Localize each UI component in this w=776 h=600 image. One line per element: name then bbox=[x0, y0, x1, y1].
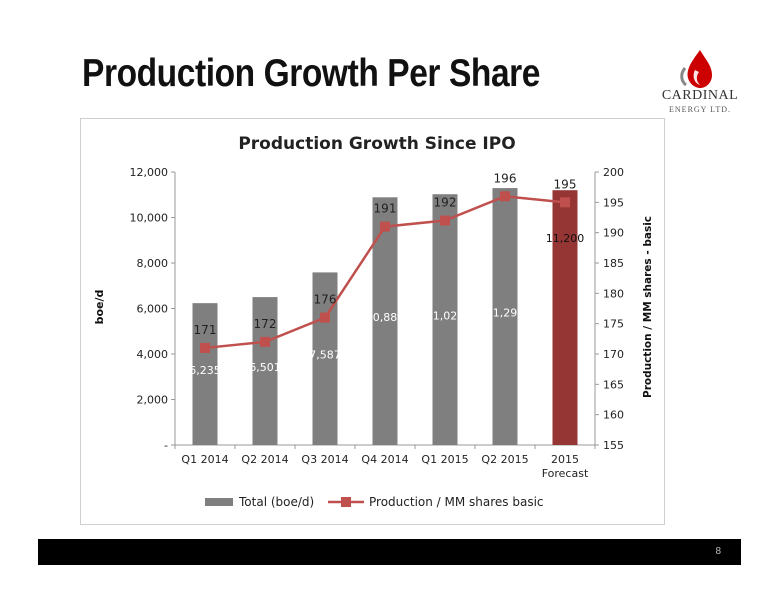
line-data-label: 171 bbox=[194, 323, 217, 337]
line-data-label: 196 bbox=[494, 171, 517, 185]
y2-axis-ticks: 155 160 165 170 175 180 185 190 195 200 bbox=[595, 166, 624, 452]
line-marker bbox=[380, 221, 390, 232]
bar-data-labels: 6,235 6,501 7,587 10,888 11,023 11,293 11,200 bbox=[189, 232, 584, 377]
bar bbox=[192, 303, 218, 445]
x-tick-label: Q3 2014 bbox=[301, 453, 348, 466]
bar bbox=[492, 188, 518, 445]
bar-data-label: 6,501 bbox=[249, 361, 281, 374]
bar bbox=[432, 194, 458, 445]
chart-legend: Total (boe/d) Production / MM shares basi… bbox=[205, 495, 544, 509]
y-tick-label: 4,000 bbox=[137, 348, 169, 361]
line-marker bbox=[260, 336, 270, 347]
bar-data-label: 7,587 bbox=[309, 349, 341, 362]
bar-data-label: 11,293 bbox=[486, 307, 525, 320]
bar-series bbox=[192, 188, 578, 445]
line-series bbox=[200, 191, 570, 353]
x-tick-label: Q1 2014 bbox=[181, 453, 228, 466]
legend-swatch-marker bbox=[341, 497, 351, 507]
x-tick-label: Q4 2014 bbox=[361, 453, 408, 466]
x-axis-ticks: Q1 2014 Q2 2014 Q3 2014 Q4 2014 Q1 2015 Q2 20… bbox=[174, 445, 596, 480]
line-marker bbox=[440, 215, 450, 226]
y-axis-ticks: - 2,000 4,000 6,000 8,000 10,000 12,000 bbox=[130, 166, 175, 452]
y-tick-label: 10,000 bbox=[130, 212, 169, 225]
slide-title: Production Growth Per Share bbox=[82, 52, 541, 95]
line-data-label: 191 bbox=[374, 202, 397, 216]
bar-forecast bbox=[552, 190, 578, 445]
y-tick-label: - bbox=[164, 439, 168, 452]
bar bbox=[312, 272, 338, 445]
line-marker bbox=[320, 312, 330, 323]
footer-bar: 8 bbox=[38, 539, 741, 565]
line-data-label: 195 bbox=[554, 177, 577, 191]
legend-label-line: Production / MM shares basic bbox=[369, 495, 544, 509]
chart-title: Production Growth Since IPO bbox=[238, 134, 515, 154]
y2-tick-label: 180 bbox=[603, 287, 624, 300]
line-data-label: 176 bbox=[314, 293, 337, 307]
y2-tick-label: 175 bbox=[603, 318, 624, 331]
legend-swatch-bar bbox=[205, 498, 233, 506]
company-logo: CARDINAL ENERGY LTD. bbox=[655, 48, 745, 133]
bar bbox=[252, 297, 278, 445]
x-tick-label: Q2 2015 bbox=[481, 453, 528, 466]
line-data-label: 192 bbox=[434, 196, 457, 210]
line-marker bbox=[500, 191, 510, 202]
y2-tick-label: 170 bbox=[603, 348, 624, 361]
line-marker bbox=[200, 342, 210, 353]
combo-chart: Production Growth Since IPO boe/d Produc… bbox=[93, 134, 654, 509]
y2-tick-label: 185 bbox=[603, 257, 624, 270]
bar-data-label: 11,023 bbox=[426, 310, 465, 323]
y-tick-label: 2,000 bbox=[137, 394, 169, 407]
y-tick-label: 6,000 bbox=[137, 303, 169, 316]
y-axis-label: boe/d bbox=[93, 290, 106, 325]
x-tick-label: Q2 2014 bbox=[241, 453, 288, 466]
y2-tick-label: 160 bbox=[603, 409, 624, 422]
logo-subtitle: ENERGY LTD. bbox=[669, 105, 731, 114]
y2-tick-label: 195 bbox=[603, 196, 624, 209]
logo-wordmark: CARDINAL bbox=[661, 88, 739, 103]
x-tick-label: 2015 Forecast bbox=[542, 453, 589, 480]
y-tick-label: 8,000 bbox=[137, 257, 169, 270]
legend-label-bar: Total (boe/d) bbox=[238, 495, 314, 509]
bar-data-label: 6,235 bbox=[189, 364, 221, 377]
y2-tick-label: 200 bbox=[603, 166, 624, 179]
page-number: 8 bbox=[715, 546, 721, 557]
y2-axis-label: Production / MM shares - basic bbox=[642, 216, 654, 398]
y-tick-label: 12,000 bbox=[130, 166, 169, 179]
bar-data-label: 10,888 bbox=[366, 311, 405, 324]
x-tick-label: Q1 2015 bbox=[421, 453, 468, 466]
y2-tick-label: 190 bbox=[603, 227, 624, 240]
line-marker bbox=[560, 197, 570, 208]
line-data-label: 172 bbox=[254, 317, 277, 331]
y2-tick-label: 165 bbox=[603, 378, 624, 391]
y2-tick-label: 155 bbox=[603, 439, 624, 452]
flame-icon bbox=[680, 50, 712, 88]
bar-data-label: 11,200 bbox=[546, 232, 585, 245]
line-data-labels: 171 172 176 191 192 196 195 bbox=[194, 171, 577, 337]
chart-panel: Production Growth Since IPO boe/d Produc… bbox=[80, 118, 665, 525]
